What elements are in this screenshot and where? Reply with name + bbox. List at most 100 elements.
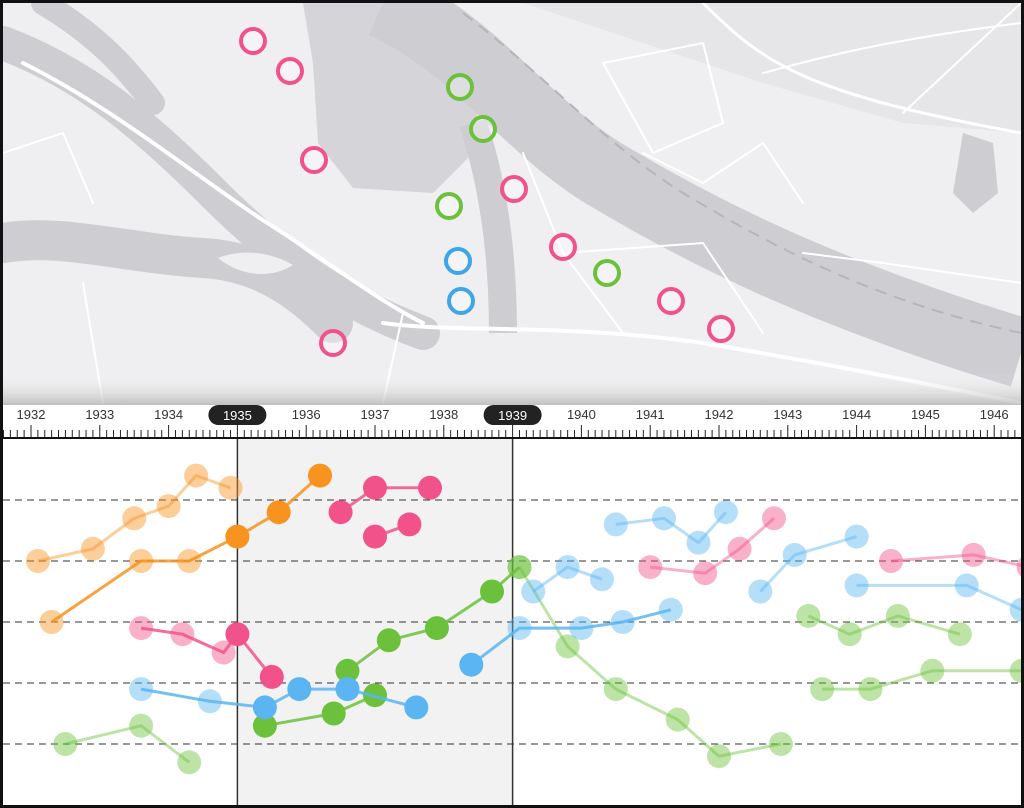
data-point[interactable] (259, 664, 284, 689)
data-point[interactable] (686, 530, 711, 555)
data-point[interactable] (837, 622, 862, 647)
data-point[interactable] (920, 658, 945, 683)
data-point[interactable] (418, 475, 442, 500)
map-marker-pink[interactable] (657, 287, 685, 315)
data-point[interactable] (252, 713, 277, 738)
data-point[interactable] (603, 677, 628, 702)
data-point[interactable] (507, 555, 532, 580)
data-point[interactable] (879, 549, 903, 573)
map-marker-green[interactable] (593, 259, 621, 287)
data-point[interactable] (335, 658, 360, 683)
data-point[interactable] (363, 524, 387, 549)
map-marker-pink[interactable] (500, 175, 528, 203)
data-point[interactable] (844, 524, 869, 549)
data-point[interactable] (177, 549, 202, 573)
data-point[interactable] (782, 542, 807, 567)
range-end-handle-bg[interactable] (483, 405, 542, 425)
data-point[interactable] (1009, 597, 1021, 622)
map-marker-pink[interactable] (549, 233, 577, 261)
data-point[interactable] (129, 713, 154, 738)
data-point[interactable] (762, 506, 786, 531)
map-marker-pink[interactable] (276, 57, 304, 85)
data-point[interactable] (727, 536, 752, 561)
map-marker-green[interactable] (435, 192, 463, 220)
range-start-handle[interactable]: 1935 (208, 405, 267, 425)
data-point[interactable] (266, 500, 291, 525)
data-point[interactable] (363, 475, 387, 500)
data-point[interactable] (287, 677, 312, 702)
data-point[interactable] (954, 573, 979, 598)
data-point[interactable] (218, 475, 243, 500)
data-point[interactable] (610, 610, 635, 634)
data-point[interactable] (129, 549, 154, 573)
data-point[interactable] (321, 701, 346, 726)
data-point[interactable] (707, 744, 731, 769)
data-point[interactable] (693, 561, 718, 586)
data-point[interactable] (184, 463, 209, 488)
data-point[interactable] (885, 603, 910, 628)
range-end-label[interactable]: 1939 (498, 408, 527, 423)
data-point[interactable] (39, 610, 64, 634)
range-start-handle-bg[interactable] (208, 405, 267, 425)
range-start-label[interactable]: 1935 (223, 408, 252, 423)
data-point[interactable] (328, 500, 353, 525)
data-point[interactable] (507, 616, 532, 641)
data-point[interactable] (308, 463, 332, 488)
data-point[interactable] (376, 628, 401, 653)
data-point[interactable] (252, 695, 277, 720)
data-point[interactable] (177, 750, 202, 775)
range-end-handle[interactable]: 1939 (483, 405, 542, 425)
data-point[interactable] (25, 549, 50, 573)
data-point[interactable] (507, 555, 532, 580)
data-point[interactable] (156, 494, 181, 519)
map-marker-green[interactable] (469, 115, 497, 143)
data-point[interactable] (748, 579, 773, 604)
map-marker-pink[interactable] (319, 329, 347, 357)
data-point[interactable] (122, 506, 147, 531)
data-point[interactable] (713, 500, 738, 525)
map-marker-pink[interactable] (300, 146, 328, 174)
timeline-plot[interactable] (3, 439, 1021, 805)
data-point[interactable] (844, 573, 869, 598)
map-marker-pink[interactable] (239, 27, 267, 55)
data-point[interactable] (521, 579, 546, 604)
map-marker-blue[interactable] (444, 247, 472, 275)
data-point[interactable] (335, 677, 360, 702)
map-marker-blue[interactable] (447, 287, 475, 315)
data-point[interactable] (404, 695, 429, 720)
data-point[interactable] (129, 616, 154, 641)
data-point[interactable] (170, 622, 195, 647)
data-point[interactable] (603, 512, 628, 537)
map-marker-pink[interactable] (707, 315, 735, 343)
map-marker-green[interactable] (446, 73, 474, 101)
data-point[interactable] (768, 732, 793, 756)
data-point[interactable] (211, 640, 236, 665)
data-point[interactable] (53, 732, 78, 756)
data-point[interactable] (129, 677, 154, 702)
data-point[interactable] (569, 616, 594, 641)
data-point[interactable] (1016, 555, 1021, 579)
data-point[interactable] (961, 542, 986, 567)
data-point[interactable] (80, 536, 105, 561)
data-point[interactable] (555, 555, 580, 580)
data-point[interactable] (480, 579, 504, 604)
data-point[interactable] (796, 603, 821, 628)
data-point[interactable] (590, 567, 614, 592)
range-handles[interactable]: 1935 1939 (3, 405, 1021, 439)
data-point[interactable] (947, 622, 972, 647)
data-point[interactable] (665, 707, 690, 732)
data-point[interactable] (652, 506, 676, 531)
data-point[interactable] (397, 512, 422, 537)
data-point[interactable] (658, 597, 683, 622)
data-point[interactable] (225, 524, 250, 549)
data-point[interactable] (638, 555, 663, 580)
data-point[interactable] (555, 634, 580, 659)
data-point[interactable] (424, 616, 449, 641)
data-point[interactable] (1009, 658, 1021, 683)
data-point[interactable] (858, 677, 883, 702)
data-point[interactable] (459, 652, 484, 677)
data-point[interactable] (197, 689, 222, 714)
data-point[interactable] (225, 622, 250, 647)
data-point[interactable] (810, 677, 835, 702)
map-view[interactable] (3, 3, 1021, 405)
